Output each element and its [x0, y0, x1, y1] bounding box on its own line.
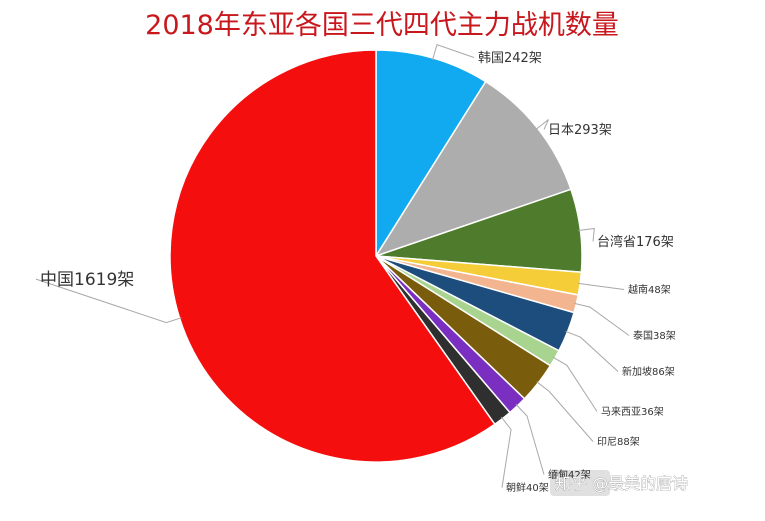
leader-line-6 — [552, 356, 598, 412]
slice-label-8: 缅甸42架 — [548, 468, 591, 481]
slice-labels: 韩国242架日本293架台湾省176架越南48架泰国38架新加坡86架马来西亚3… — [40, 51, 676, 494]
leader-line-4 — [574, 302, 630, 336]
slice-label-2: 台湾省176架 — [597, 234, 674, 250]
leader-line-7 — [536, 381, 594, 442]
slice-label-9: 朝鲜40架 — [506, 481, 549, 494]
slice-label-7: 印尼88架 — [597, 436, 640, 448]
slice-label-4: 泰国38架 — [633, 329, 676, 342]
leader-line-5 — [565, 330, 619, 372]
pie-slices — [169, 49, 583, 463]
slice-label-3: 越南48架 — [628, 283, 671, 296]
leader-line-8 — [515, 404, 545, 475]
watermark: 知乎 @最美的唐诗 — [550, 470, 688, 496]
leader-line-0 — [432, 43, 475, 61]
leader-lines — [35, 43, 630, 488]
leader-line-1 — [535, 119, 549, 130]
slice-label-1: 日本293架 — [548, 123, 612, 138]
watermark-text: 知乎 @最美的唐诗 — [555, 474, 688, 493]
slice-label-10: 中国1619架 — [40, 270, 134, 290]
slice-label-6: 马来西亚36架 — [601, 406, 664, 418]
leader-line-3 — [578, 282, 625, 290]
slice-label-5: 新加坡86架 — [622, 365, 675, 378]
slice-label-0: 韩国242架 — [478, 51, 542, 66]
zhihu-logo-icon — [550, 470, 610, 496]
leader-line-10 — [35, 278, 182, 324]
leader-line-9 — [500, 416, 512, 488]
chart-title: 2018年东亚各国三代四代主力战机数量 — [145, 10, 619, 41]
leader-line-2 — [578, 227, 595, 242]
